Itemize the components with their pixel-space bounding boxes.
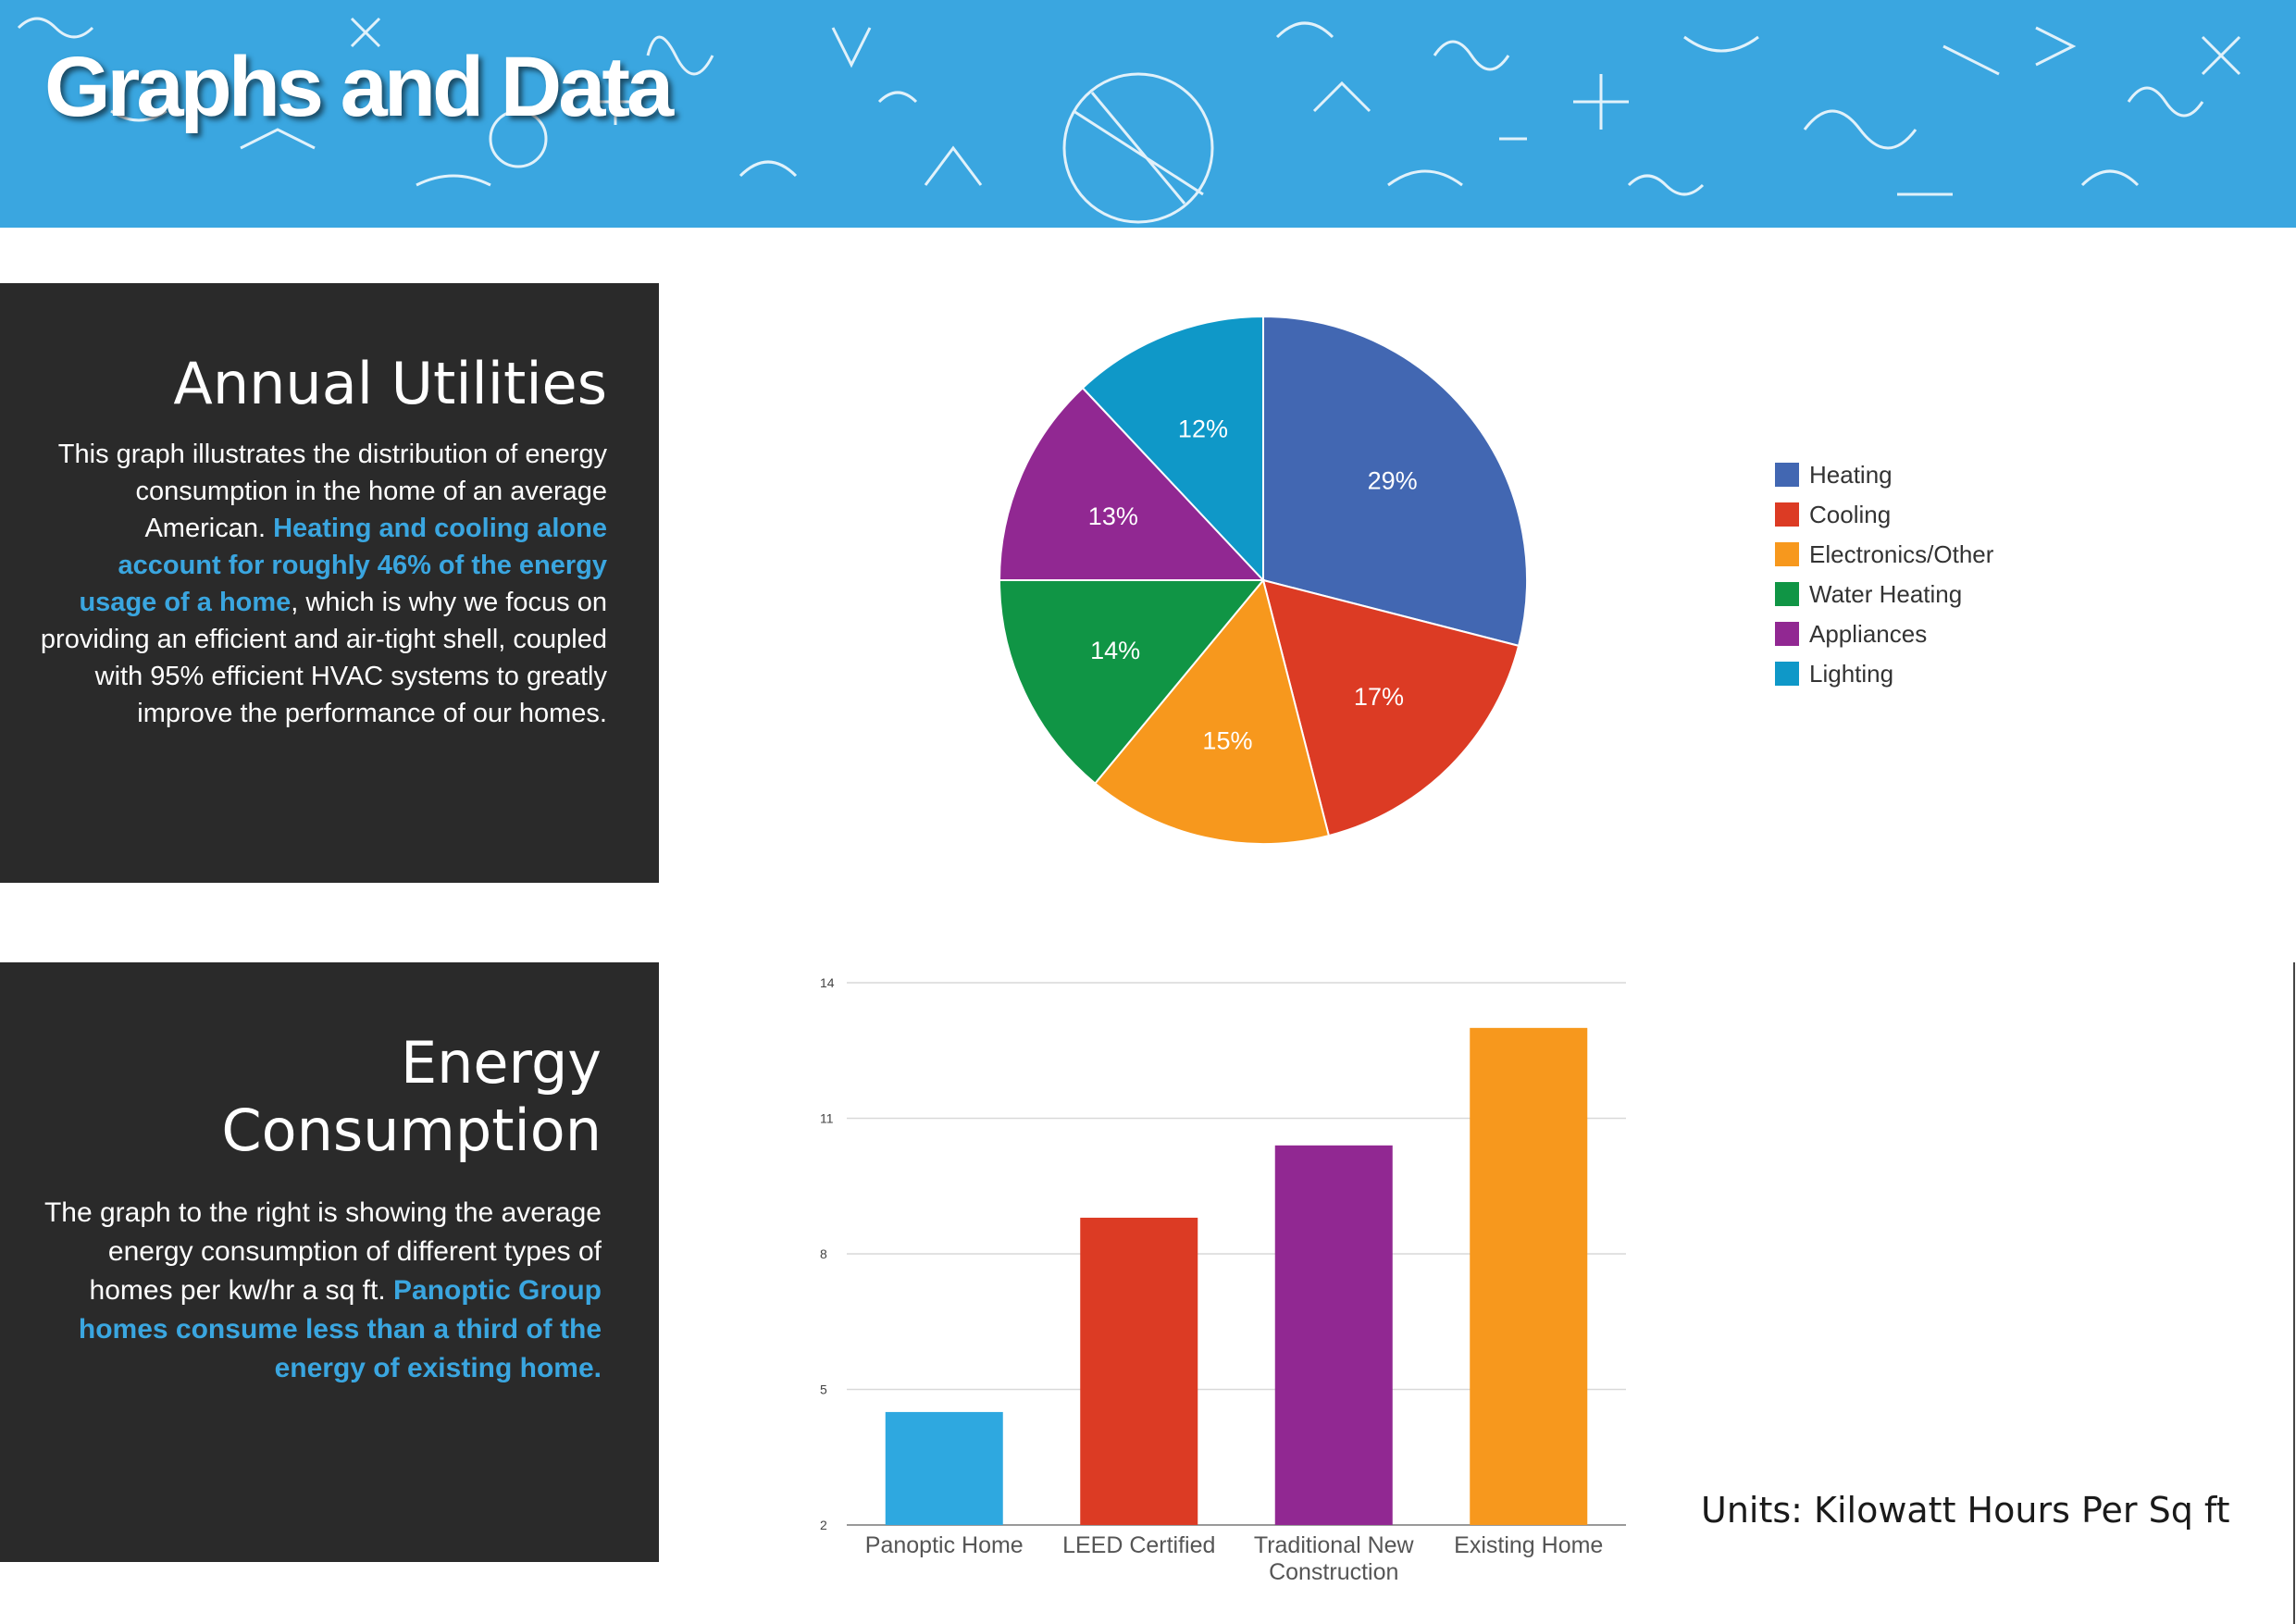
legend-swatch-heating bbox=[1775, 463, 1799, 487]
utilities-pie-chart: 29% 17% 15% 14% 13% 12% Heating Cooling Electro… bbox=[998, 315, 1994, 845]
energy-consumption-highlight: Panoptic Group homes consume less than a… bbox=[78, 1275, 602, 1383]
legend-label-appliances: Appliances bbox=[1809, 620, 1927, 648]
y-tick-11: 11 bbox=[820, 1111, 834, 1126]
energy-consumption-text-1: The graph to the right is showing the av… bbox=[43, 1197, 602, 1306]
legend-swatch-lighting bbox=[1775, 662, 1799, 686]
legend-label-water-heating: Water Heating bbox=[1809, 580, 1962, 608]
energy-consumption-panel: Energy Consumption The graph to the righ… bbox=[0, 962, 659, 1562]
annual-utilities-description: This graph illustrates the distribution … bbox=[37, 436, 607, 732]
y-tick-14: 14 bbox=[820, 975, 835, 990]
y-tick-2: 2 bbox=[820, 1518, 827, 1532]
annual-utilities-heading: Annual Utilities bbox=[173, 350, 607, 417]
pie-slice-appliances bbox=[998, 386, 1266, 581]
energy-consumption-description: The graph to the right is showing the av… bbox=[37, 1194, 602, 1388]
pie-slice-cooling bbox=[1261, 578, 1520, 837]
bar-series bbox=[885, 1027, 1588, 1525]
page-edge-line bbox=[2293, 962, 2295, 1624]
pie-slice-water-heating bbox=[998, 579, 1266, 786]
page-title: Graphs and Data bbox=[44, 40, 674, 134]
energy-bar-chart: 2 5 8 11 14 Panoptic Home LEED Certified Tradi… bbox=[820, 975, 1626, 1585]
pie-slices bbox=[998, 315, 1528, 845]
bar-leed-certified bbox=[1080, 1217, 1198, 1525]
energy-consumption-heading: Energy Consumption bbox=[221, 1029, 602, 1164]
pie-label-appliances: 13% bbox=[1088, 502, 1138, 530]
bar-traditional-new-construction bbox=[1274, 1145, 1393, 1525]
legend-label-cooling: Cooling bbox=[1809, 501, 1891, 528]
pie-slice-heating bbox=[1262, 315, 1528, 648]
legend-label-electronics-other: Electronics/Other bbox=[1809, 540, 1994, 568]
legend-label-lighting: Lighting bbox=[1809, 660, 1893, 688]
pie-label-lighting: 12% bbox=[1178, 415, 1228, 443]
bar-panoptic-home bbox=[885, 1411, 1003, 1525]
bar-x-labels: Panoptic Home LEED Certified Traditional N… bbox=[865, 1532, 1604, 1585]
annual-utilities-highlight: Heating and cooling alone account for ro… bbox=[79, 514, 607, 617]
legend-swatch-water-heating bbox=[1775, 582, 1799, 606]
x-label-traditional-new-construction: Construction bbox=[1269, 1559, 1398, 1585]
y-tick-5: 5 bbox=[820, 1382, 827, 1397]
x-label-panoptic-home: Panoptic Home bbox=[865, 1532, 1024, 1558]
bar-existing-home bbox=[1470, 1027, 1588, 1525]
legend-label-heating: Heating bbox=[1809, 461, 1893, 489]
x-label-leed-certified: LEED Certified bbox=[1062, 1532, 1215, 1558]
legend-swatch-cooling bbox=[1775, 502, 1799, 527]
x-label-traditional-new-construction: Traditional New bbox=[1254, 1532, 1415, 1558]
x-label-existing-home: Existing Home bbox=[1454, 1532, 1603, 1558]
pie-label-heating: 29% bbox=[1368, 467, 1418, 495]
units-label: Units: Kilowatt Hours Per Sq ft bbox=[1701, 1490, 2230, 1531]
y-tick-8: 8 bbox=[820, 1246, 827, 1261]
annual-utilities-panel: Annual Utilities This graph illustrates … bbox=[0, 283, 659, 883]
annual-utilities-text-2: , which is why we focus on providing an … bbox=[40, 588, 607, 728]
header-banner: Graphs and Data bbox=[0, 0, 2296, 228]
pie-slice-electronics-other bbox=[1093, 577, 1331, 845]
math-doodles-background bbox=[17, 17, 2241, 224]
pie-label-electronics-other: 15% bbox=[1202, 726, 1252, 754]
legend-swatch-electronics-other bbox=[1775, 542, 1799, 566]
pie-legend: Heating Cooling Electronics/Other Water Hea… bbox=[1775, 461, 1994, 688]
pie-label-water-heating: 14% bbox=[1090, 637, 1140, 664]
bar-y-ticks: 2 5 8 11 14 bbox=[820, 975, 835, 1532]
pie-labels: 29% 17% 15% 14% 13% 12% bbox=[1088, 415, 1418, 755]
pie-slice-lighting bbox=[1081, 315, 1264, 583]
legend-swatch-appliances bbox=[1775, 622, 1799, 646]
pie-label-cooling: 17% bbox=[1354, 683, 1404, 711]
annual-utilities-text-1: This graph illustrates the distribution … bbox=[57, 440, 607, 543]
